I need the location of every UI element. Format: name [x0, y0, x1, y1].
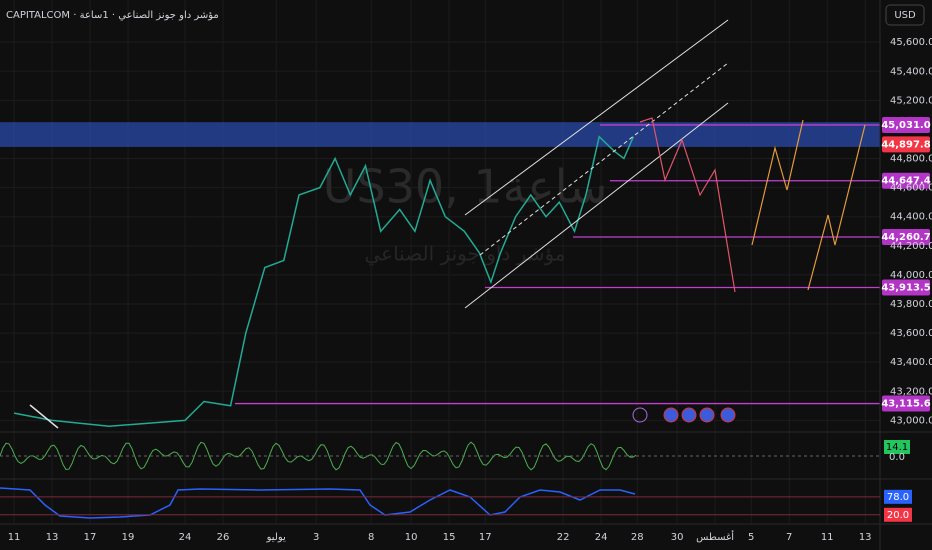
event-icon[interactable]	[681, 407, 697, 423]
rsi-label: 20.0	[887, 510, 909, 521]
rsi-badge	[884, 507, 912, 522]
level-badge	[882, 116, 930, 133]
x-tick-label: 10	[405, 532, 418, 543]
y-tick-label: 45,600.0	[890, 37, 932, 48]
current-badge	[882, 136, 930, 153]
grid	[0, 0, 880, 524]
x-tick-label: 7	[786, 532, 792, 543]
rsi-label: 78.0	[887, 492, 909, 503]
x-tick-label: 11	[821, 532, 834, 543]
oscillator-wave	[0, 441, 637, 471]
oscillator-badge	[884, 439, 910, 454]
projection-up	[751, 119, 804, 246]
current-label: 44,897.8	[881, 139, 930, 150]
y-tick-label: 45,400.0	[890, 66, 932, 77]
event-icon[interactable]	[663, 407, 679, 423]
x-tick-label: 8	[368, 532, 374, 543]
rsi-badge	[884, 489, 912, 504]
level-badge	[882, 279, 930, 296]
level-badge	[882, 172, 930, 189]
zone-layer	[0, 122, 880, 147]
level-label: 44,647.4	[881, 176, 930, 187]
level-label: 45,031.0	[881, 120, 930, 131]
indicator-labels: 14.10.0 78.0 20.0	[0, 439, 912, 522]
x-tick-label: 17	[84, 532, 97, 543]
x-tick-label: 11	[8, 532, 21, 543]
x-tick-label: 5	[748, 532, 754, 543]
series-layer	[13, 135, 635, 427]
level-label: 44,260.7	[881, 232, 930, 243]
oscillator-layer	[0, 441, 880, 471]
level-badge	[882, 395, 930, 412]
event-icon[interactable]	[699, 407, 715, 423]
watermark-subtitle: مؤشر داو جونز الصناعي	[364, 242, 565, 267]
levels-layer: 45,031.0 44,647.4 44,260.7 43,913.5 43,115.6…	[235, 116, 931, 412]
x-tick-label: 13	[46, 532, 59, 543]
oscillator-value: 14.1	[886, 442, 908, 453]
level-label: 43,115.6	[881, 399, 930, 410]
y-tick-label: 44,400.0	[890, 212, 932, 223]
rsi-line	[0, 487, 636, 519]
y-tick-label: 44,000.0	[890, 270, 932, 281]
x-tick-label: 3	[313, 532, 319, 543]
y-tick-label: 43,200.0	[890, 386, 932, 397]
projection-up-2	[807, 124, 866, 291]
x-tick-label: 19	[122, 532, 135, 543]
trend-line	[29, 404, 59, 429]
level-badge	[882, 228, 930, 245]
projection-down	[639, 117, 736, 293]
channel-lower	[464, 102, 729, 309]
y-tick-label: 44,200.0	[890, 241, 932, 252]
chart-title: CAPITALCOM · مؤشر داو جونز الصناعي · 1سا…	[6, 10, 219, 21]
channel-mid	[479, 62, 729, 256]
level-label: 43,913.5	[881, 282, 930, 293]
price-line	[13, 135, 635, 427]
x-tick-label: أغسطس	[696, 530, 734, 543]
currency-button[interactable]	[885, 4, 925, 26]
channel-upper	[464, 19, 729, 216]
x-axis: 45,600.0 45,400.0 45,200.0 44,800.0 44,600.0…	[8, 37, 932, 543]
x-tick-label: 30	[671, 532, 684, 543]
x-tick-label: يوليو	[266, 532, 286, 543]
x-tick-label: 24	[595, 532, 608, 543]
x-tick-label: 13	[859, 532, 872, 543]
x-tick-label: 26	[217, 532, 230, 543]
x-tick-label: 22	[557, 532, 570, 543]
y-tick-label: 43,800.0	[890, 299, 932, 310]
y-tick-label: 45,200.0	[890, 95, 932, 106]
y-tick-label: 43,600.0	[890, 328, 932, 339]
x-tick-label: 15	[443, 532, 456, 543]
zone	[0, 122, 880, 147]
currency-label: USD	[894, 10, 916, 21]
oscillator-zero-label: 0.0	[889, 452, 905, 463]
y-tick-label: 44,600.0	[890, 183, 932, 194]
y-tick-label: 43,000.0	[890, 415, 932, 426]
x-tick-label: 24	[179, 532, 192, 543]
y-tick-label: 43,400.0	[890, 357, 932, 368]
event-icon[interactable]	[632, 407, 648, 423]
x-tick-label: 17	[479, 532, 492, 543]
y-tick-label: 44,800.0	[890, 154, 932, 165]
event-icon[interactable]	[720, 407, 736, 423]
x-tick-label: 28	[631, 532, 644, 543]
